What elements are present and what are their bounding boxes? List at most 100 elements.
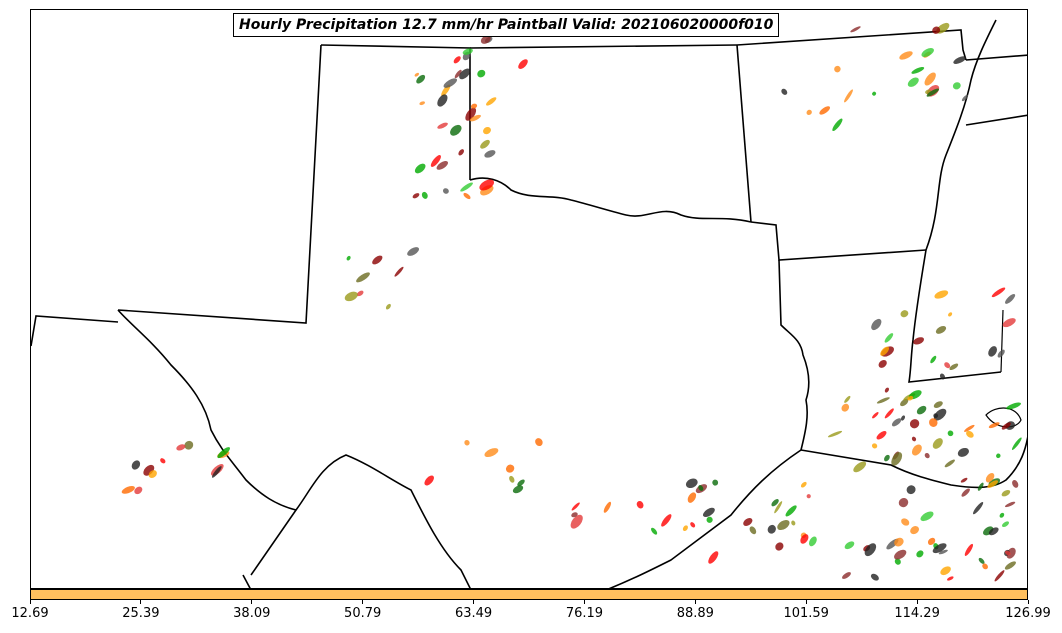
precip-paintball <box>416 74 426 84</box>
colorbar-tick-label: 76.19 <box>565 606 604 621</box>
precip-paintball <box>454 69 462 79</box>
precip-paintball <box>911 436 917 442</box>
precip-paintball <box>966 430 974 438</box>
colorbar-tick-label: 25.39 <box>122 606 160 621</box>
precip-paintball <box>486 97 497 106</box>
precip-paintball <box>211 466 222 478</box>
precip-paintball <box>414 163 426 174</box>
precip-paintball <box>800 481 807 488</box>
precip-paintball <box>929 418 938 427</box>
precip-paintball <box>880 346 889 356</box>
precip-paintball <box>864 543 877 557</box>
precip-paintball <box>483 127 491 135</box>
colorbar-tick-label: 101.59 <box>783 606 829 621</box>
precip-paintball <box>176 444 186 451</box>
precip-paintball <box>436 161 449 170</box>
precip-paintball <box>853 461 867 473</box>
precip-paintball <box>480 35 491 44</box>
precip-paintball <box>1004 561 1016 570</box>
precip-paintball <box>844 89 853 103</box>
precip-paintball <box>891 418 902 427</box>
precip-paintball <box>1001 422 1011 430</box>
precip-paintball <box>961 488 970 497</box>
precip-paintball <box>947 430 954 437</box>
precip-paintball <box>774 501 783 514</box>
precip-paintball <box>947 576 954 581</box>
precip-paintball <box>894 549 907 560</box>
precip-paintball <box>437 122 448 129</box>
colorbar-tick-label: 114.29 <box>894 606 940 621</box>
precip-paintball <box>419 101 425 106</box>
precip-paintball <box>806 109 812 116</box>
colorbar-tick <box>916 600 918 604</box>
precip-paintball <box>907 395 914 401</box>
precip-paintball <box>832 118 843 132</box>
colorbar-tick-label: 88.89 <box>676 606 714 621</box>
precip-paintball <box>458 149 465 156</box>
precip-paintball <box>356 290 364 297</box>
texas-panhandle-border <box>320 44 471 180</box>
precip-paintball <box>987 480 999 488</box>
precip-paintball <box>479 179 495 191</box>
precip-paintball <box>460 182 473 192</box>
rio-grande <box>117 309 471 588</box>
precip-paintball <box>148 470 157 479</box>
precip-paintball <box>771 499 779 507</box>
precip-paintball <box>344 291 358 302</box>
precip-paintball <box>509 475 515 483</box>
precip-paintball <box>505 464 515 473</box>
precip-paintball <box>999 512 1005 518</box>
precip-paintball <box>484 448 499 458</box>
precip-paintball <box>996 453 1001 459</box>
precip-paintball <box>661 514 672 527</box>
precip-paintball <box>407 247 420 256</box>
precip-paintball <box>480 139 490 149</box>
precip-paintball <box>985 472 995 483</box>
precip-paintball <box>775 542 784 551</box>
precip-paintball <box>924 452 930 459</box>
precip-paintball <box>131 460 141 470</box>
precip-paintball <box>911 66 925 74</box>
precip-paintball <box>876 397 890 404</box>
precip-paintball <box>933 401 943 409</box>
texas-gulf-coast <box>608 449 802 588</box>
arkansas-louisiana-border <box>750 221 927 261</box>
precip-paintball <box>884 408 894 419</box>
precip-paintball <box>809 536 817 547</box>
precip-paintball <box>934 290 949 299</box>
precip-paintball <box>706 516 713 523</box>
precip-paintball <box>636 500 644 509</box>
precip-paintball <box>414 72 420 77</box>
precip-paintball <box>781 88 788 95</box>
precip-paintball <box>443 78 458 88</box>
precip-paintball <box>806 494 811 499</box>
precip-paintball <box>749 526 757 535</box>
precip-paintball <box>469 114 481 122</box>
precip-paintball <box>900 415 906 421</box>
precip-paintball <box>570 514 583 529</box>
precip-paintball <box>932 543 947 554</box>
precip-paintball <box>424 475 434 486</box>
precip-paintball <box>844 395 851 403</box>
precip-paintball <box>871 318 882 331</box>
precip-paintball <box>949 363 959 371</box>
precip-paintball <box>463 192 471 200</box>
precip-paintball <box>944 459 955 468</box>
precip-paintball <box>924 72 936 86</box>
precip-paintball <box>356 272 370 283</box>
precip-paintball <box>870 573 879 581</box>
precip-paintball <box>938 549 948 555</box>
precip-paintball <box>372 255 383 265</box>
precip-paintball <box>682 525 688 532</box>
mississippi-alabama-border <box>965 114 1027 126</box>
precip-paintball <box>160 458 166 464</box>
precip-paintball <box>421 191 428 199</box>
oklahoma-east-border <box>736 44 752 223</box>
precip-paintball <box>910 526 920 535</box>
precip-paintball <box>964 424 975 432</box>
precip-paintball <box>459 68 471 80</box>
colorbar-tick <box>251 600 253 604</box>
precip-paintballs <box>121 22 1022 582</box>
precip-paintball <box>871 443 878 449</box>
colorbar-tick <box>473 600 475 604</box>
